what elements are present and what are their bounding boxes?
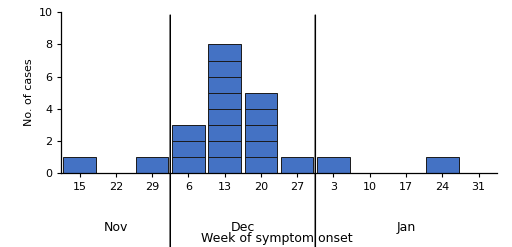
Bar bbox=[281, 157, 313, 173]
Bar bbox=[426, 157, 459, 173]
Bar bbox=[317, 157, 350, 173]
Y-axis label: No. of cases: No. of cases bbox=[24, 59, 34, 126]
Text: Nov: Nov bbox=[103, 221, 128, 234]
Bar bbox=[63, 157, 96, 173]
Text: Dec: Dec bbox=[230, 221, 255, 234]
Text: Week of symptom onset: Week of symptom onset bbox=[201, 231, 352, 245]
Bar bbox=[245, 93, 277, 173]
Text: Jan: Jan bbox=[396, 221, 416, 234]
Bar bbox=[208, 44, 241, 173]
Bar bbox=[136, 157, 168, 173]
Bar bbox=[172, 125, 205, 173]
